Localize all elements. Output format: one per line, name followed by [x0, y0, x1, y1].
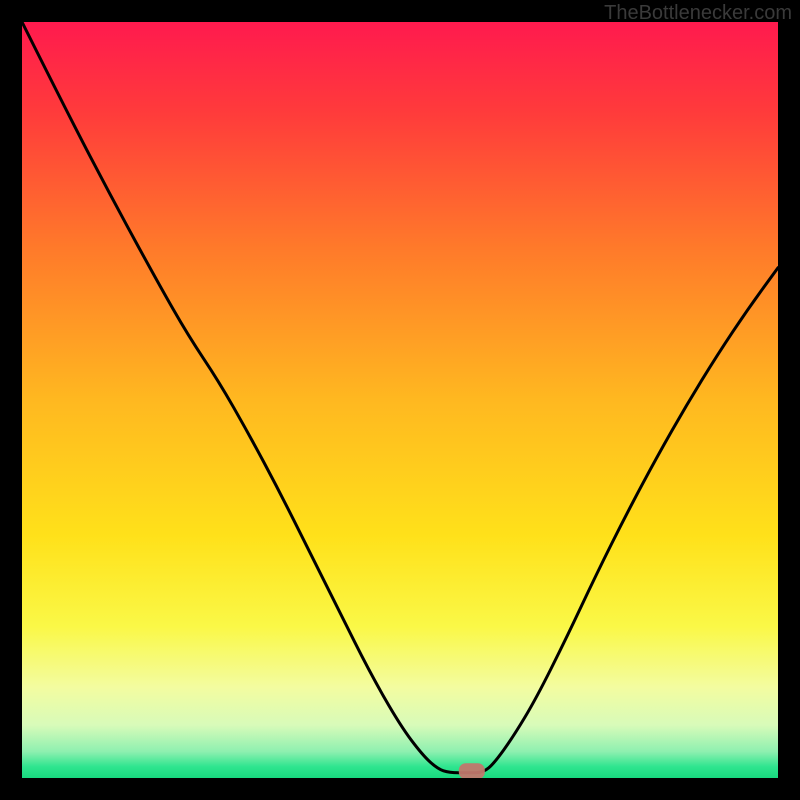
chart-svg: [0, 0, 800, 800]
watermark-text: TheBottlenecker.com: [604, 2, 792, 25]
optimal-point-marker: [459, 763, 485, 779]
bottleneck-chart: TheBottlenecker.com: [0, 0, 800, 800]
chart-background: [22, 22, 778, 778]
